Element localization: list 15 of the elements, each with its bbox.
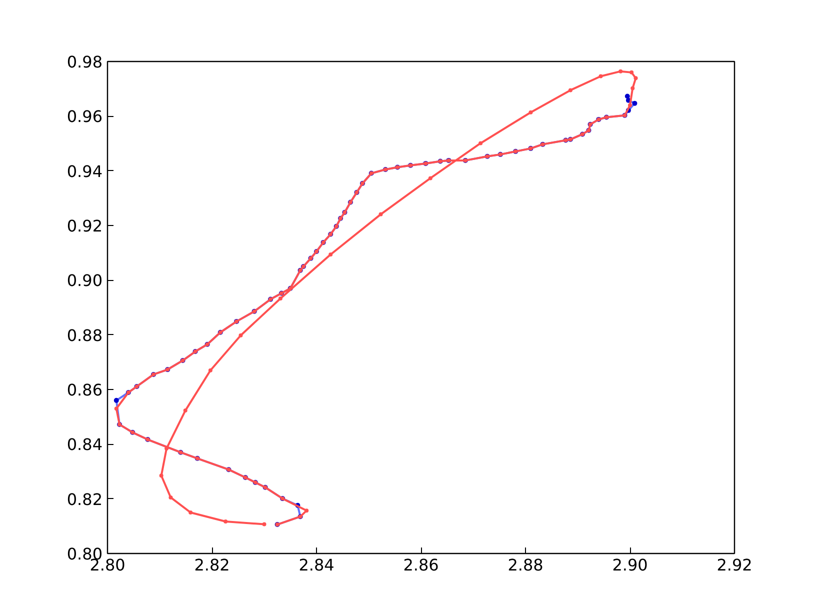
- y-tick-label: 0.96: [66, 107, 102, 126]
- y-tick-label: 0.98: [66, 52, 102, 72]
- x-tick-label: 2.86: [403, 556, 439, 574]
- x-tick-label: 2.90: [612, 556, 648, 574]
- y-tick-label: 0.82: [66, 490, 102, 509]
- y-tick-label: 0.86: [66, 380, 102, 400]
- x-tick-label: 2.88: [508, 556, 544, 574]
- x-tick-label: 2.92: [716, 556, 752, 574]
- x-tick-label: 2.84: [298, 556, 334, 574]
- x-tick-label: 2.82: [194, 556, 230, 574]
- y-tick-label: 0.92: [66, 216, 102, 236]
- y-tick-label: 0.94: [66, 162, 102, 181]
- y-tick-label: 0.90: [66, 271, 102, 290]
- y-tick-label: 0.84: [66, 435, 102, 454]
- y-tick-label: 0.88: [66, 326, 102, 345]
